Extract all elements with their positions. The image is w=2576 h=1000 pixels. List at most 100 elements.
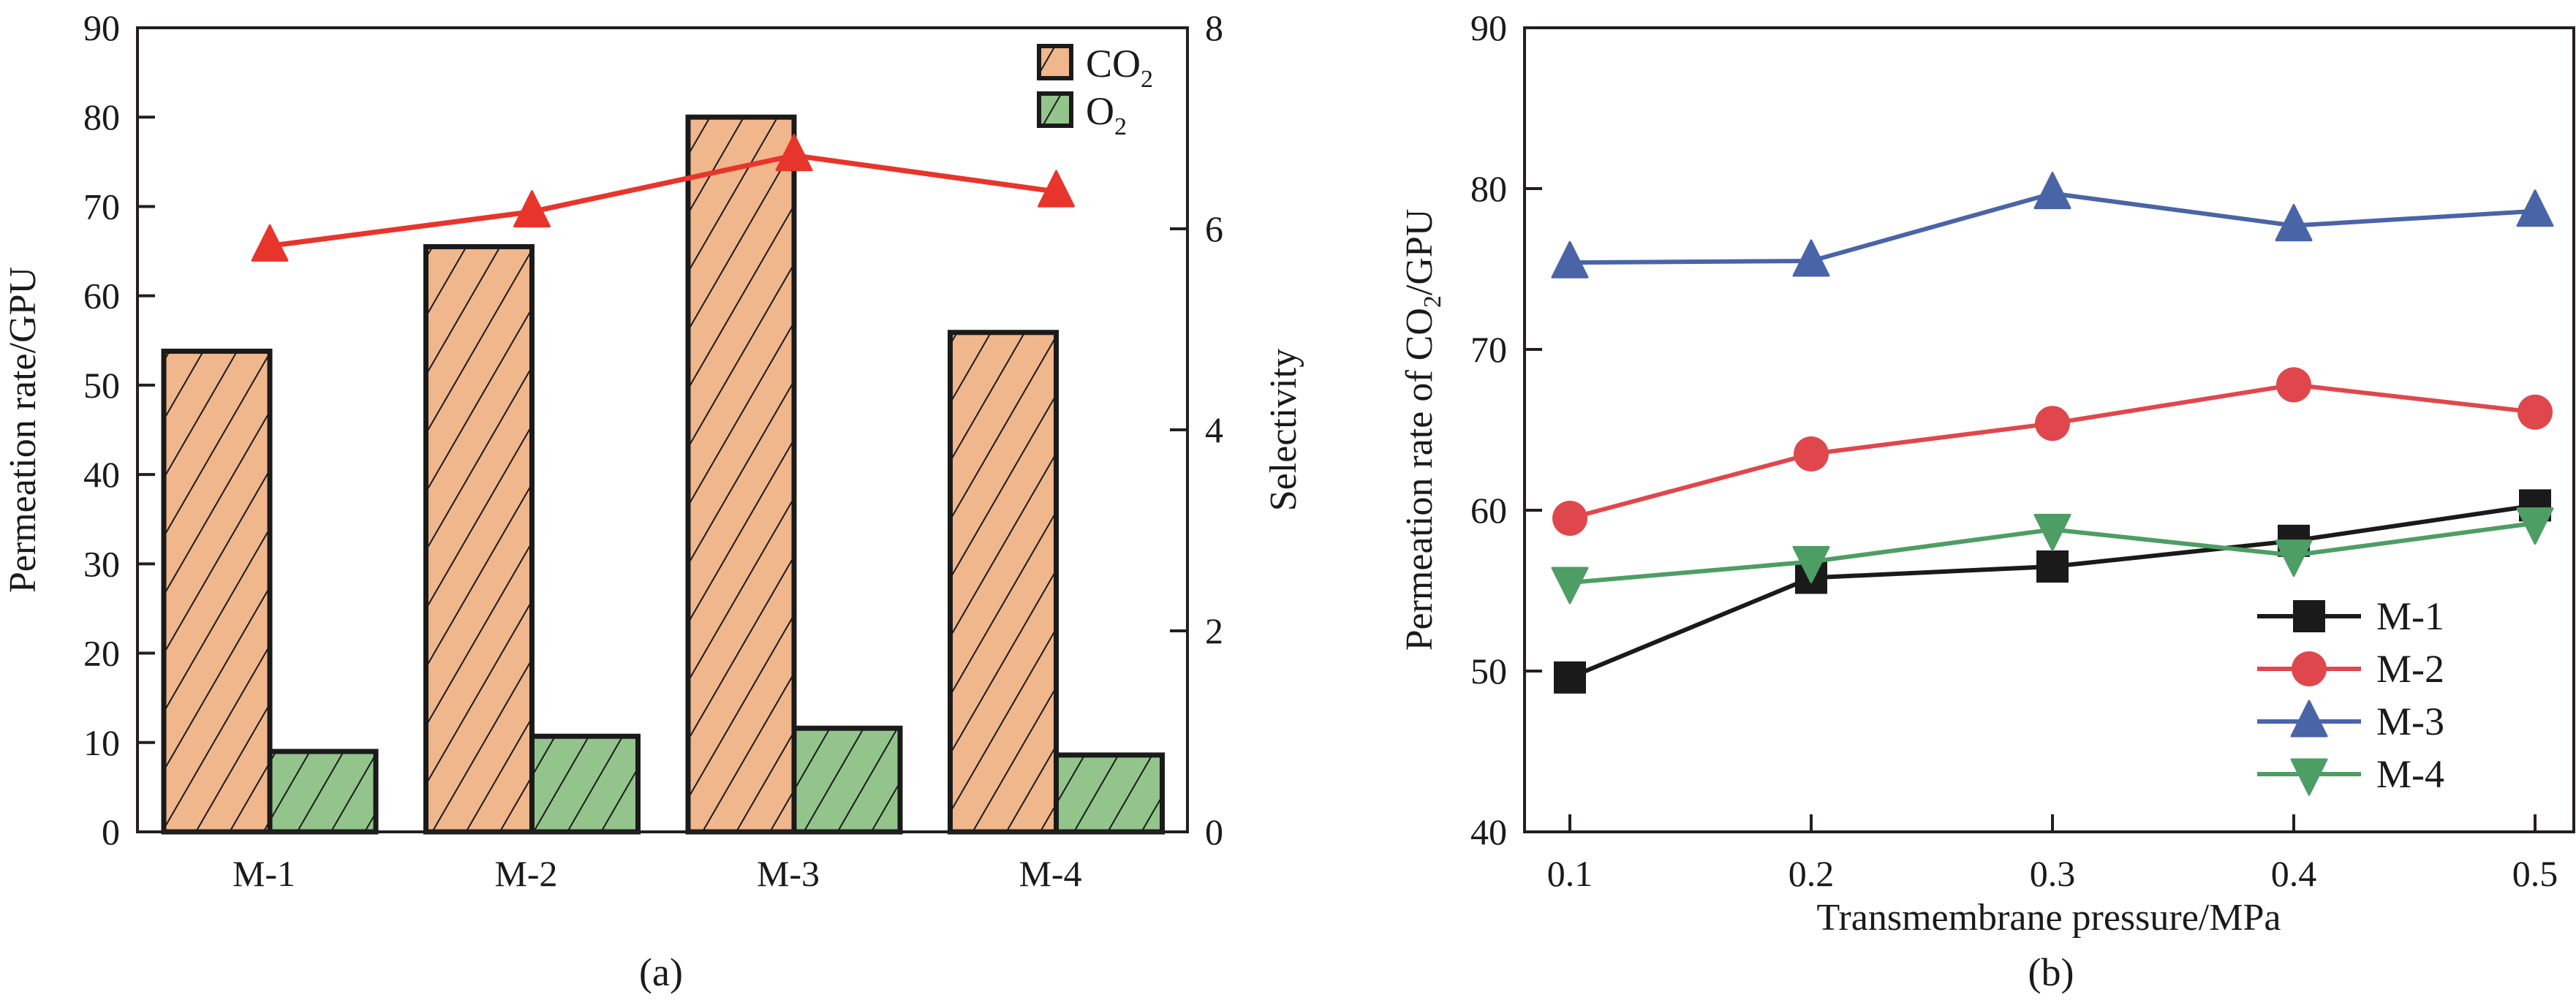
data-point-m-2-0.2 [1794, 436, 1829, 471]
data-point-m-3-0.1 [1551, 240, 1589, 279]
right-y-axis: 0 2 4 6 8 [1170, 7, 1223, 852]
legend-label: M-4 [2376, 752, 2444, 796]
x-axis-a: M-1 M-2 M-3 M-4 [233, 853, 1082, 894]
y-tick-label: 0 [102, 811, 120, 852]
series-m-2 [1552, 367, 2553, 536]
legend-label-co2: CO2 [1086, 42, 1153, 93]
data-point-m-2-0.4 [2276, 367, 2311, 403]
y-tick-label: 60 [1470, 490, 1507, 531]
legend-item-co2: CO2 [1037, 42, 1153, 93]
data-point-m-3-0.2 [1792, 239, 1830, 277]
x-tick-label: M-2 [494, 853, 557, 894]
y2-tick-label: 8 [1205, 7, 1223, 48]
bar-o2-m-4 [1054, 752, 1165, 835]
x-tick-label: 0.4 [2271, 853, 2317, 894]
chart-b-pressure-lines: 40 50 60 70 80 90 0.1 0.2 0.3 0.4 0.5 Permeation … [1399, 7, 2575, 994]
selectivity-line [269, 153, 1057, 249]
selectivity-line-group [251, 134, 1075, 262]
caption-a: (a) [639, 950, 683, 994]
data-point-m-2-0.1 [1552, 501, 1587, 536]
y-tick-label: 50 [83, 365, 120, 406]
caption-b: (b) [2028, 950, 2074, 994]
legend-b: M-1 M-2 M-3 M-4 [2257, 594, 2444, 796]
y-tick-label: 80 [1470, 168, 1507, 209]
y2-tick-label: 2 [1205, 610, 1223, 651]
data-point-m-3-0.5 [2516, 189, 2554, 227]
data-point-m-1-0.3 [2036, 550, 2069, 583]
y-axis-title-a: Permeation rate/GPU [2, 267, 44, 593]
bar-co2-m-3 [685, 114, 797, 835]
legend-item-m-1: M-1 [2257, 594, 2444, 638]
data-point-m-1-0.1 [1554, 661, 1586, 694]
legend-label: M-2 [2376, 647, 2444, 691]
x-axis-title-b: Transmembrane pressure/MPa [1817, 897, 2281, 939]
selectivity-point-m-2 [513, 190, 551, 228]
x-tick-label: 0.3 [2030, 853, 2076, 894]
x-tick-label: 0.5 [2512, 853, 2558, 894]
legend-item-m-3: M-3 [2257, 700, 2444, 743]
y2-tick-label: 6 [1205, 208, 1223, 249]
series-line-m-2 [1569, 382, 2536, 520]
y-tick-label: 90 [1470, 7, 1507, 48]
bar-co2-m-2 [423, 243, 535, 835]
data-point-m-4-0.4 [2275, 539, 2313, 577]
data-point-m-3-0.4 [2275, 204, 2313, 242]
y-tick-label: 40 [1470, 811, 1507, 852]
y-tick-label: 40 [83, 454, 120, 495]
bar-o2-m-2 [529, 733, 641, 835]
bar-co2-m-1 [161, 348, 273, 835]
legend-item-m-2: M-2 [2257, 647, 2444, 691]
y-axis-title-b: Permeation rate of CO2/GPU [1399, 209, 1446, 651]
data-point-m-4-0.5 [2516, 507, 2554, 545]
x-tick-label: M-3 [757, 853, 820, 894]
x-tick-label: M-4 [1019, 853, 1081, 894]
legend-swatch-o2-hatch [1037, 91, 1073, 128]
data-point-m-3-0.3 [2033, 172, 2071, 210]
x-tick-label: 0.1 [1547, 853, 1593, 894]
y-axis-b: 40 50 60 70 80 90 [1470, 7, 1542, 852]
y-tick-label: 30 [83, 543, 120, 584]
series-m-4 [1551, 507, 2554, 605]
series-m-3 [1551, 172, 2554, 279]
legend-marker-square-icon [2293, 600, 2325, 632]
x-tick-label: M-1 [233, 853, 295, 894]
x-axis-b: 0.1 0.2 0.3 0.4 0.5 [1547, 814, 2558, 894]
y-tick-label: 80 [83, 96, 120, 137]
legend-label-o2: O2 [1086, 89, 1127, 140]
selectivity-point-m-1 [251, 224, 289, 262]
y-tick-label: 60 [83, 276, 120, 317]
legend-a: CO2 O2 [1037, 42, 1153, 140]
left-y-axis: 0 10 20 30 40 50 60 70 80 90 [83, 7, 155, 852]
y-tick-label: 90 [83, 7, 120, 48]
legend-item-o2: O2 [1037, 89, 1127, 140]
legend-label: M-1 [2376, 594, 2444, 638]
bar-o2-m-1 [267, 749, 379, 835]
y2-tick-label: 4 [1205, 409, 1223, 450]
selectivity-point-m-3 [775, 134, 813, 172]
legend-label: M-3 [2376, 700, 2444, 743]
legend-marker-triangle-up-icon [2290, 700, 2328, 738]
y-tick-label: 20 [83, 633, 120, 674]
legend-swatch-co2-hatch [1037, 44, 1073, 80]
bar-o2-m-3 [791, 725, 903, 835]
bar-co2-m-4 [948, 330, 1059, 835]
series-group-b [1551, 172, 2554, 694]
y-tick-label: 50 [1470, 651, 1507, 692]
data-point-m-4-0.3 [2033, 513, 2071, 551]
data-point-m-2-0.5 [2518, 394, 2553, 430]
y-tick-label: 70 [83, 186, 120, 227]
y2-axis-title-a: Selectivity [1263, 349, 1304, 511]
bars-group [161, 114, 1165, 835]
plot-frame-b [1523, 26, 2575, 833]
y2-tick-label: 0 [1205, 811, 1223, 852]
data-point-m-4-0.1 [1551, 567, 1589, 605]
legend-marker-circle-icon [2292, 651, 2327, 686]
legend-marker-triangle-down-icon [2290, 758, 2328, 796]
data-point-m-2-0.3 [2035, 406, 2070, 442]
y-tick-label: 70 [1470, 329, 1507, 370]
data-point-m-4-0.2 [1792, 545, 1830, 583]
legend-item-m-4: M-4 [2257, 752, 2444, 796]
chart-a-permeation-bars: 0 10 20 30 40 50 60 70 80 90 0 2 4 6 8 M-1 M-2 M-3 M-4 P… [2, 7, 1304, 994]
selectivity-point-m-4 [1038, 170, 1075, 208]
